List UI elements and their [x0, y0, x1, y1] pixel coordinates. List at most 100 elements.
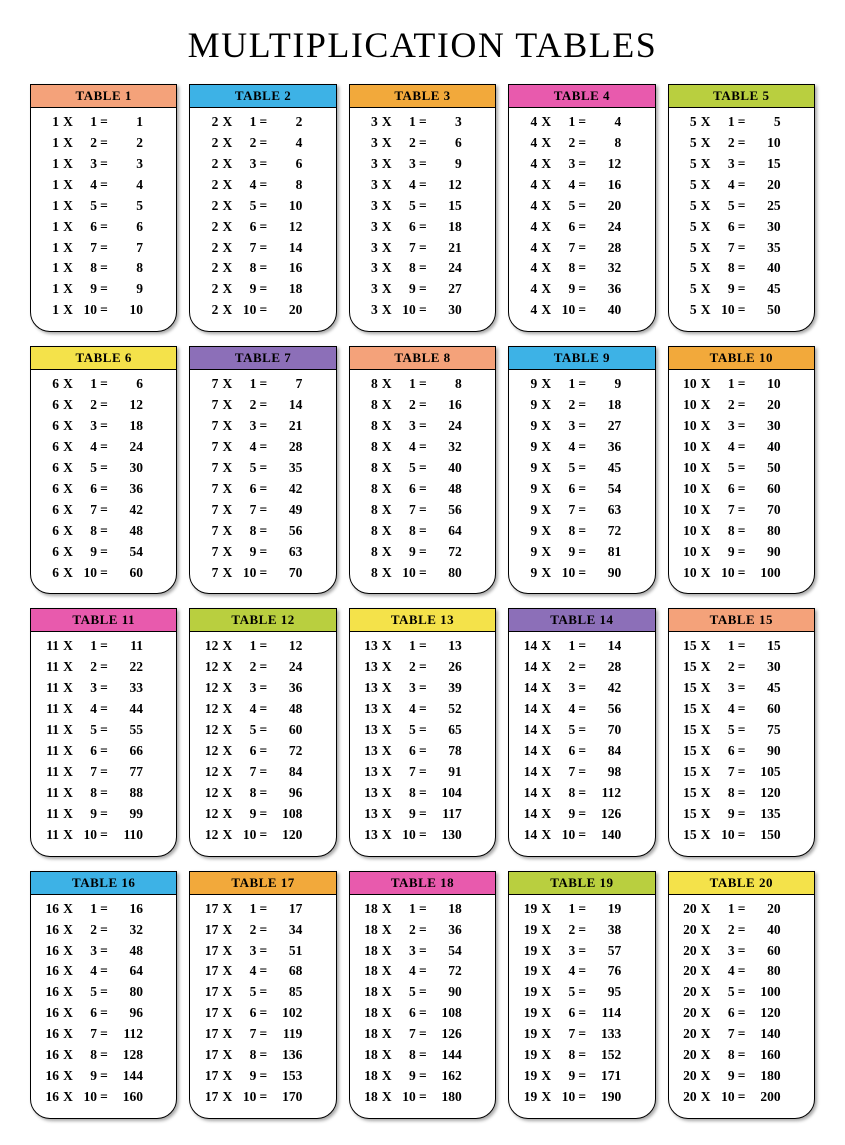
multiplicand: 14: [517, 804, 537, 825]
times-symbol: X: [697, 1003, 715, 1024]
product: 48: [111, 941, 143, 962]
equals-symbol: =: [735, 458, 749, 479]
equals-symbol: =: [256, 699, 270, 720]
product: 65: [430, 720, 462, 741]
multiplicand: 18: [358, 1045, 378, 1066]
table-row: 9X10=90: [517, 563, 646, 584]
equals-symbol: =: [416, 941, 430, 962]
times-symbol: X: [537, 636, 555, 657]
table-card-18: TABLE 1818X1=1818X2=3618X3=5418X4=7218X5…: [349, 871, 496, 1119]
equals-symbol: =: [256, 678, 270, 699]
table-row: 7X5=35: [198, 458, 327, 479]
times-symbol: X: [697, 542, 715, 563]
times-symbol: X: [218, 395, 236, 416]
product: 95: [589, 982, 621, 1003]
table-row: 12X10=120: [198, 825, 327, 846]
multiplicand: 3: [358, 217, 378, 238]
equals-symbol: =: [575, 941, 589, 962]
table-row: 13X7=91: [358, 762, 487, 783]
product: 108: [430, 1003, 462, 1024]
times-symbol: X: [59, 1024, 77, 1045]
product: 50: [749, 300, 781, 321]
table-row: 5X5=25: [677, 196, 806, 217]
equals-symbol: =: [416, 1087, 430, 1108]
multiplier: 4: [715, 699, 735, 720]
table-row: 13X9=117: [358, 804, 487, 825]
multiplier: 9: [236, 279, 256, 300]
times-symbol: X: [218, 961, 236, 982]
times-symbol: X: [697, 961, 715, 982]
equals-symbol: =: [256, 133, 270, 154]
multiplier: 6: [396, 479, 416, 500]
times-symbol: X: [218, 458, 236, 479]
multiplicand: 6: [39, 395, 59, 416]
product: 18: [111, 416, 143, 437]
times-symbol: X: [378, 762, 396, 783]
multiplier: 1: [77, 636, 97, 657]
multiplier: 1: [236, 112, 256, 133]
product: 16: [430, 395, 462, 416]
multiplicand: 17: [198, 961, 218, 982]
table-row: 9X2=18: [517, 395, 646, 416]
multiplier: 10: [555, 1087, 575, 1108]
product: 50: [749, 458, 781, 479]
equals-symbol: =: [97, 416, 111, 437]
multiplier: 4: [396, 699, 416, 720]
table-row: 4X5=20: [517, 196, 646, 217]
table-row: 9X9=81: [517, 542, 646, 563]
product: 96: [270, 783, 302, 804]
multiplicand: 4: [517, 196, 537, 217]
equals-symbol: =: [735, 699, 749, 720]
table-row: 6X6=36: [39, 479, 168, 500]
multiplier: 9: [77, 279, 97, 300]
equals-symbol: =: [575, 1024, 589, 1045]
product: 4: [589, 112, 621, 133]
multiplier: 2: [77, 395, 97, 416]
equals-symbol: =: [735, 678, 749, 699]
multiplicand: 3: [358, 112, 378, 133]
multiplier: 4: [396, 437, 416, 458]
table-card-6: TABLE 66X1=66X2=126X3=186X4=246X5=306X6=…: [30, 346, 177, 594]
multiplier: 7: [715, 1024, 735, 1045]
product: 45: [749, 279, 781, 300]
multiplier: 1: [77, 899, 97, 920]
table-body: 3X1=33X2=63X3=93X4=123X5=153X6=183X7=213…: [350, 108, 495, 331]
table-row: 7X7=49: [198, 500, 327, 521]
product: 70: [270, 563, 302, 584]
times-symbol: X: [59, 825, 77, 846]
table-row: 7X2=14: [198, 395, 327, 416]
multiplier: 3: [236, 678, 256, 699]
equals-symbol: =: [256, 1003, 270, 1024]
table-row: 1X7=7: [39, 238, 168, 259]
product: 36: [111, 479, 143, 500]
multiplicand: 3: [358, 154, 378, 175]
multiplier: 10: [555, 300, 575, 321]
equals-symbol: =: [97, 783, 111, 804]
product: 144: [430, 1045, 462, 1066]
table-row: 7X1=7: [198, 374, 327, 395]
equals-symbol: =: [97, 217, 111, 238]
product: 24: [430, 416, 462, 437]
table-row: 20X6=120: [677, 1003, 806, 1024]
times-symbol: X: [218, 217, 236, 238]
multiplier: 7: [77, 238, 97, 259]
product: 14: [270, 395, 302, 416]
table-row: 9X6=54: [517, 479, 646, 500]
multiplicand: 4: [517, 217, 537, 238]
times-symbol: X: [218, 636, 236, 657]
table-row: 5X9=45: [677, 279, 806, 300]
product: 135: [749, 804, 781, 825]
times-symbol: X: [537, 982, 555, 1003]
product: 56: [270, 521, 302, 542]
table-row: 13X6=78: [358, 741, 487, 762]
multiplicand: 2: [198, 196, 218, 217]
table-body: 1X1=11X2=21X3=31X4=41X5=51X6=61X7=71X8=8…: [31, 108, 176, 331]
times-symbol: X: [537, 1024, 555, 1045]
multiplicand: 9: [517, 416, 537, 437]
table-row: 16X6=96: [39, 1003, 168, 1024]
product: 30: [749, 416, 781, 437]
equals-symbol: =: [735, 804, 749, 825]
table-card-10: TABLE 1010X1=1010X2=2010X3=3010X4=4010X5…: [668, 346, 815, 594]
equals-symbol: =: [735, 500, 749, 521]
times-symbol: X: [218, 416, 236, 437]
